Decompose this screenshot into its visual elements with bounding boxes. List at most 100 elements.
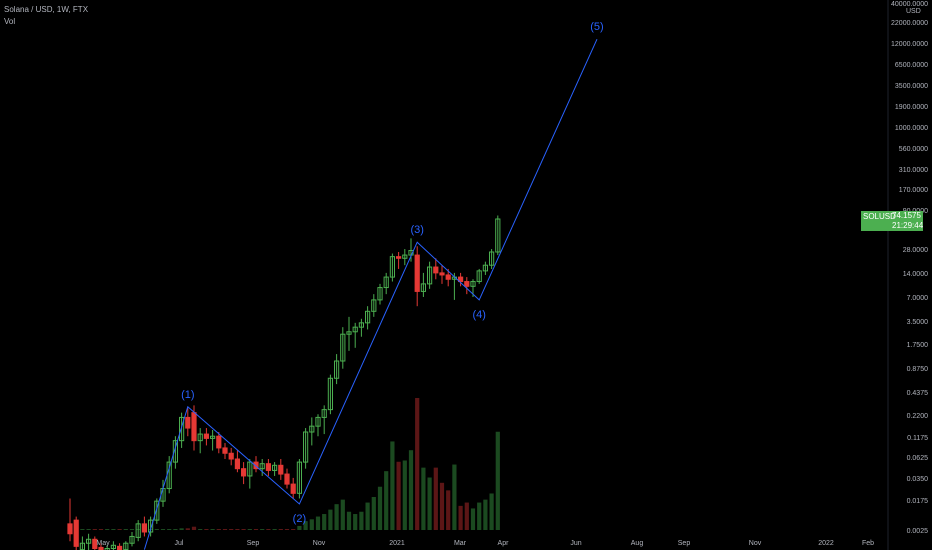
candle-down [67,523,73,535]
candle-up [309,425,315,433]
volume-bar [278,529,283,530]
time-tick-label: Feb [862,540,874,547]
time-tick-label: Sep [247,540,260,547]
volume-bar [216,529,221,530]
time-tick-label: Mar [454,540,467,547]
time-tick-label: Nov [313,540,326,547]
candle-up [303,431,309,463]
candle-up [371,299,377,312]
candle-up [129,535,135,544]
time-tick-label: Jun [570,540,581,547]
price-tick-label: 0.0625 [907,455,929,462]
volume-bar [495,431,500,530]
price-tick-label: 12000.0000 [891,41,928,48]
volume-bar [421,467,426,530]
candle-up [321,409,327,418]
time-tick-label: 2021 [389,540,405,547]
last-price-symbol: SOLUSD [863,212,896,222]
price-tick-label: 1.7500 [907,342,929,349]
candle-down [290,483,296,494]
candle-down [141,523,148,533]
volume-bar [253,529,259,530]
candle-up [154,500,160,521]
volume-bar [266,529,271,530]
price-tick-label: 0.2200 [907,413,929,420]
volume-bar [365,502,370,530]
candle-up [148,519,154,533]
volume-bar [396,461,401,530]
volume-bar [489,493,494,530]
price-tick-label: 560.0000 [899,146,928,153]
candle-down [439,272,445,276]
volume-bar [204,529,209,530]
chart-legend: Solana / USD, 1W, FTX Vol [4,4,88,28]
candle-up [327,377,333,411]
candle-down [433,266,439,274]
candle-up [489,251,495,266]
volume-bar [229,529,234,530]
price-tick-label: 7.0000 [907,295,929,302]
volume-label[interactable]: Vol [4,17,16,26]
candle-down [241,468,247,477]
candle-down [98,546,104,550]
volume-bar [241,529,246,530]
price-axis[interactable]: 40000.0000 22000.0000 12000.0000 6500.0000 3… [891,1,928,535]
volume-bar [198,529,203,530]
candle-up [135,523,141,538]
volume-bar [260,529,265,530]
wave-label: (5) [590,21,603,33]
volume-bar [185,528,190,530]
volume-bar [86,529,91,530]
volume-bar [346,511,352,530]
price-tick-label: 1900.0000 [895,104,928,111]
candle-up [377,287,383,301]
price-tick-label: 3500.0000 [895,83,928,90]
candle-up [402,254,408,259]
volume-bar [477,502,482,530]
candle-up [470,281,476,287]
volume-bar [452,464,457,530]
candle-down [92,538,98,550]
volume-bar [458,505,463,530]
price-tick-label: 170.0000 [899,187,928,194]
candle-down [396,256,402,259]
volume-bar [483,499,488,530]
volume-bar [98,529,104,530]
candle-down [216,435,222,449]
candle-down [73,519,79,547]
volume-bar [247,529,252,530]
time-tick-label: Aug [631,540,644,547]
candle-down [203,433,210,439]
candle-up [389,256,395,278]
volume-bar [154,529,159,530]
elliott-wave-layer: (1) (2) (3) (4) (5) [143,21,604,550]
time-tick-label: Sep [678,540,691,547]
candle-up [172,440,179,463]
candle-up [247,461,253,477]
price-tick-label: 310.0000 [899,167,928,174]
candle-down [185,416,191,429]
price-tick-label: 1000.0000 [895,125,928,132]
volume-bar [309,519,314,530]
symbol-title[interactable]: Solana / USD, 1W, FTX [4,5,89,14]
time-axis[interactable]: May Jul Sep Nov 2021 Mar Apr Jun Aug Sep Nov 2022 Fe… [96,540,874,547]
wave-label: (3) [410,224,423,236]
volume-bar [284,529,290,530]
price-tick-label: 28.0000 [903,247,928,254]
volume-bar [433,467,438,530]
volume-bar [470,508,476,530]
candle-up [272,464,278,471]
candle-up [383,276,389,289]
volume-bar [334,504,339,530]
price-tick-label: 40000.0000 [891,1,928,8]
candle-up [482,264,488,272]
candle-up [365,310,371,324]
price-tick-label: 0.0350 [907,476,929,483]
volume-bar [92,529,97,530]
price-tick-label: 0.0175 [907,498,929,505]
volume-bar [371,496,376,530]
volume-bar [353,514,358,530]
price-tick-label: 14.0000 [903,271,928,278]
price-tick-label: 6500.0000 [895,62,928,69]
